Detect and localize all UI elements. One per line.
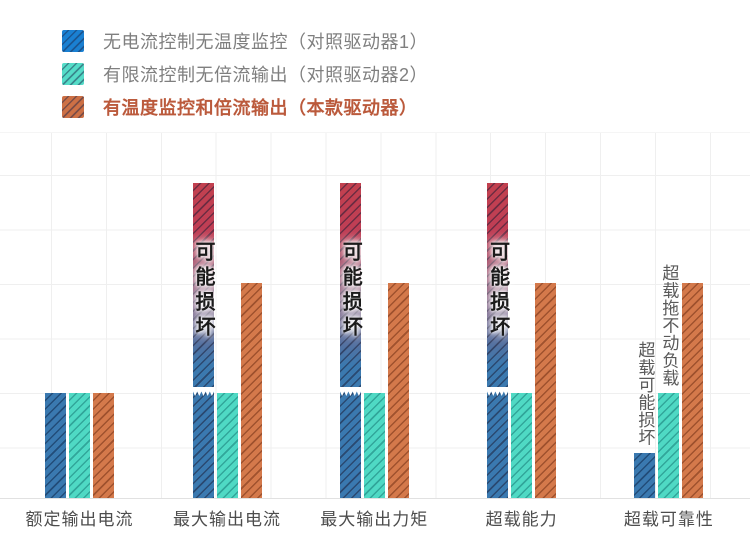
bar-blue-cat2: 可能损坏 <box>339 183 362 498</box>
legend-swatch-blue <box>62 30 84 52</box>
legend-item-this-driver: 有温度监控和倍流输出（本款驱动器） <box>62 96 428 118</box>
bar-orange-cat0 <box>93 393 114 498</box>
bar-blue-cat4 <box>634 453 656 498</box>
bar-orange-cat4 <box>682 283 704 498</box>
x-axis-label: 额定输出电流 <box>25 510 134 529</box>
damage-label: 可能损坏 <box>192 241 214 341</box>
legend-label-driver1: 无电流控制无温度监控（对照驱动器1） <box>103 32 429 52</box>
damage-label: 可能损坏 <box>486 241 509 341</box>
legend: 无电流控制无温度监控（对照驱动器1） 有限流控制无倍流输出（对照驱动器2） 有温… <box>62 30 428 129</box>
legend-label-this-driver: 有温度监控和倍流输出（本款驱动器） <box>103 98 418 118</box>
bar-teal-cat4 <box>658 393 680 498</box>
bar-orange-cat2 <box>387 283 409 498</box>
axis-break-zigzag <box>192 387 214 396</box>
plot-area: 可能损坏 可能损坏 可能损坏超载可能损坏 超载拖不动负载 <box>0 132 750 499</box>
bar-teal-cat3 <box>511 393 533 498</box>
bar-annotation: 超载拖不动负载 <box>659 263 679 387</box>
bar-teal-cat1 <box>216 393 238 498</box>
legend-swatch-teal <box>62 63 84 85</box>
x-axis-label: 最大输出力矩 <box>320 510 429 529</box>
x-axis-labels: 额定输出电流 最大输出电流 最大输出力矩 超载能力 超载可靠性 <box>0 505 750 535</box>
bar-orange-cat1 <box>240 283 262 498</box>
bar-teal-cat0 <box>69 393 90 498</box>
legend-item-driver2: 有限流控制无倍流输出（对照驱动器2） <box>62 63 428 85</box>
x-axis-label: 最大输出电流 <box>173 510 281 529</box>
damage-label: 可能损坏 <box>339 241 362 341</box>
bar-blue-cat3: 可能损坏 <box>486 183 509 498</box>
bar-teal-cat2 <box>363 393 385 498</box>
x-axis-label: 超载能力 <box>485 510 558 529</box>
bar-blue-cat1: 可能损坏 <box>192 183 214 498</box>
legend-label-driver2: 有限流控制无倍流输出（对照驱动器2） <box>103 65 429 85</box>
bars-layer: 可能损坏 可能损坏 可能损坏超载可能损坏 超载拖不动负载 <box>0 133 750 498</box>
x-axis-label: 超载可靠性 <box>623 510 714 529</box>
axis-break-zigzag <box>339 387 361 396</box>
bar-annotation: 超载可能损坏 <box>635 341 655 446</box>
legend-item-driver1: 无电流控制无温度监控（对照驱动器1） <box>62 30 428 52</box>
axis-break-zigzag <box>487 387 509 396</box>
bar-blue-cat0 <box>45 393 66 498</box>
bar-orange-cat3 <box>535 283 557 498</box>
legend-swatch-orange <box>62 96 84 118</box>
